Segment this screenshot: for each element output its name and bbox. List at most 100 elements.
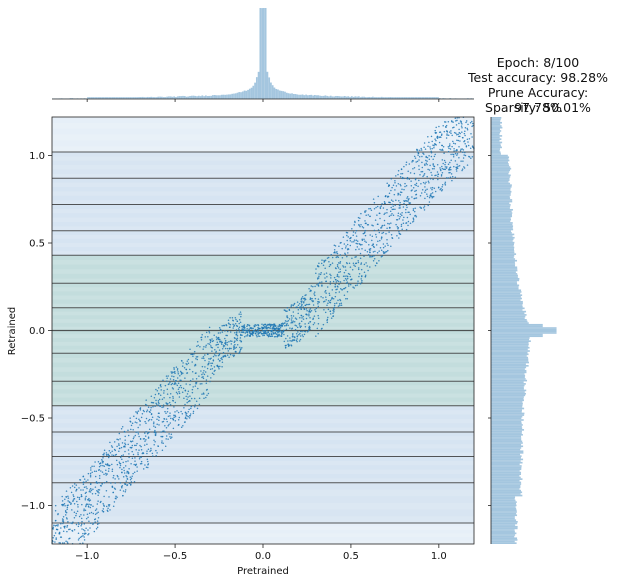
scatter-point [103, 452, 105, 455]
right-hist-bar [491, 121, 503, 124]
right-hist-bar [491, 363, 526, 365]
scatter-point [92, 505, 94, 507]
scatter-point [190, 405, 193, 408]
top-hist-bar [210, 95, 213, 99]
scatter-point [96, 520, 99, 522]
scatter-point [86, 503, 89, 505]
scatter-point [73, 517, 76, 519]
scatter-point [69, 487, 72, 489]
scatter-point [87, 534, 89, 536]
scatter-point [62, 522, 64, 525]
scatter-point [344, 277, 347, 280]
scatter-point [415, 184, 417, 187]
scatter-point [118, 444, 120, 447]
scatter-point [359, 225, 361, 228]
right-hist-bar [491, 328, 557, 331]
scatter-point [335, 267, 337, 270]
right-hist-bar [491, 522, 518, 525]
scatter-point [459, 140, 461, 142]
scatter-point [301, 317, 303, 319]
scatter-point [280, 333, 283, 335]
scatter-point [424, 191, 426, 193]
scatter-point [396, 225, 399, 228]
scatter-point [414, 215, 416, 217]
top-hist-bar [287, 93, 290, 99]
top-hist-bar [108, 97, 111, 99]
scatter-point [170, 383, 173, 386]
right-hist-bar [491, 534, 516, 536]
scatter-point [85, 532, 87, 535]
top-hist-bar [349, 96, 351, 99]
scatter-point [273, 335, 276, 338]
scatter-point [127, 434, 130, 437]
scatter-point [246, 331, 249, 333]
scatter-point [52, 526, 55, 528]
top-hist-bar [292, 93, 295, 99]
scatter-point [342, 266, 345, 268]
scatter-point [394, 208, 396, 210]
top-hist-bar [87, 97, 89, 99]
scatter-point [198, 375, 200, 377]
scatter-point [236, 339, 238, 342]
scatter-point [148, 428, 151, 430]
scatter-point [404, 185, 406, 188]
scatter-point [235, 333, 238, 336]
scatter-point [178, 386, 181, 389]
scatter-point [96, 526, 99, 528]
scatter-point [158, 416, 161, 419]
scatter-point [150, 413, 153, 416]
band [52, 283, 474, 308]
scatter-point [394, 181, 396, 184]
scatter-point [424, 163, 426, 165]
scatter-point [155, 388, 157, 391]
scatter-point [249, 331, 251, 333]
scatter-point [173, 406, 175, 408]
scatter-point [246, 325, 248, 328]
scatter-point [120, 485, 123, 488]
scatter-point [401, 176, 404, 179]
scatter-point [90, 504, 92, 506]
scatter-point [191, 391, 194, 394]
scatter-point [336, 265, 339, 268]
scatter-point [324, 259, 327, 261]
right-hist-bar [491, 337, 530, 339]
scatter-point [122, 476, 125, 478]
scatter-point [65, 490, 68, 492]
scatter-point [372, 259, 375, 262]
scatter-point [166, 377, 168, 379]
scatter-point [153, 421, 155, 423]
scatter-point [151, 416, 154, 418]
scatter-point [382, 246, 385, 249]
scatter-point [150, 447, 152, 450]
scatter-point [126, 476, 128, 478]
scatter-point [82, 483, 85, 486]
scatter-point [337, 305, 340, 307]
top-hist-bar [331, 96, 334, 99]
y-tick-label: 0.5 [29, 239, 45, 250]
scatter-point [145, 417, 148, 420]
scatter-point [108, 467, 110, 470]
scatter-point [459, 135, 461, 138]
scatter-point [184, 403, 186, 406]
scatter-point [434, 129, 436, 132]
scatter-point [174, 381, 176, 384]
top-hist-bar [241, 91, 244, 99]
scatter-point [440, 187, 442, 190]
scatter-point [57, 525, 59, 527]
scatter-point [338, 302, 341, 305]
scatter-point [179, 379, 181, 382]
scatter-point [441, 165, 443, 168]
scatter-point [364, 249, 366, 252]
band [52, 523, 474, 544]
scatter-point [93, 470, 96, 473]
scatter-point [317, 332, 319, 335]
right-hist-bar [491, 269, 518, 272]
scatter-point [423, 209, 426, 211]
scatter-point [400, 225, 403, 228]
scatter-point [455, 170, 458, 172]
scatter-point [355, 235, 358, 237]
scatter-point [238, 326, 241, 328]
scatter-point [158, 419, 160, 422]
scatter-point [122, 490, 125, 492]
scatter-point [236, 335, 239, 337]
